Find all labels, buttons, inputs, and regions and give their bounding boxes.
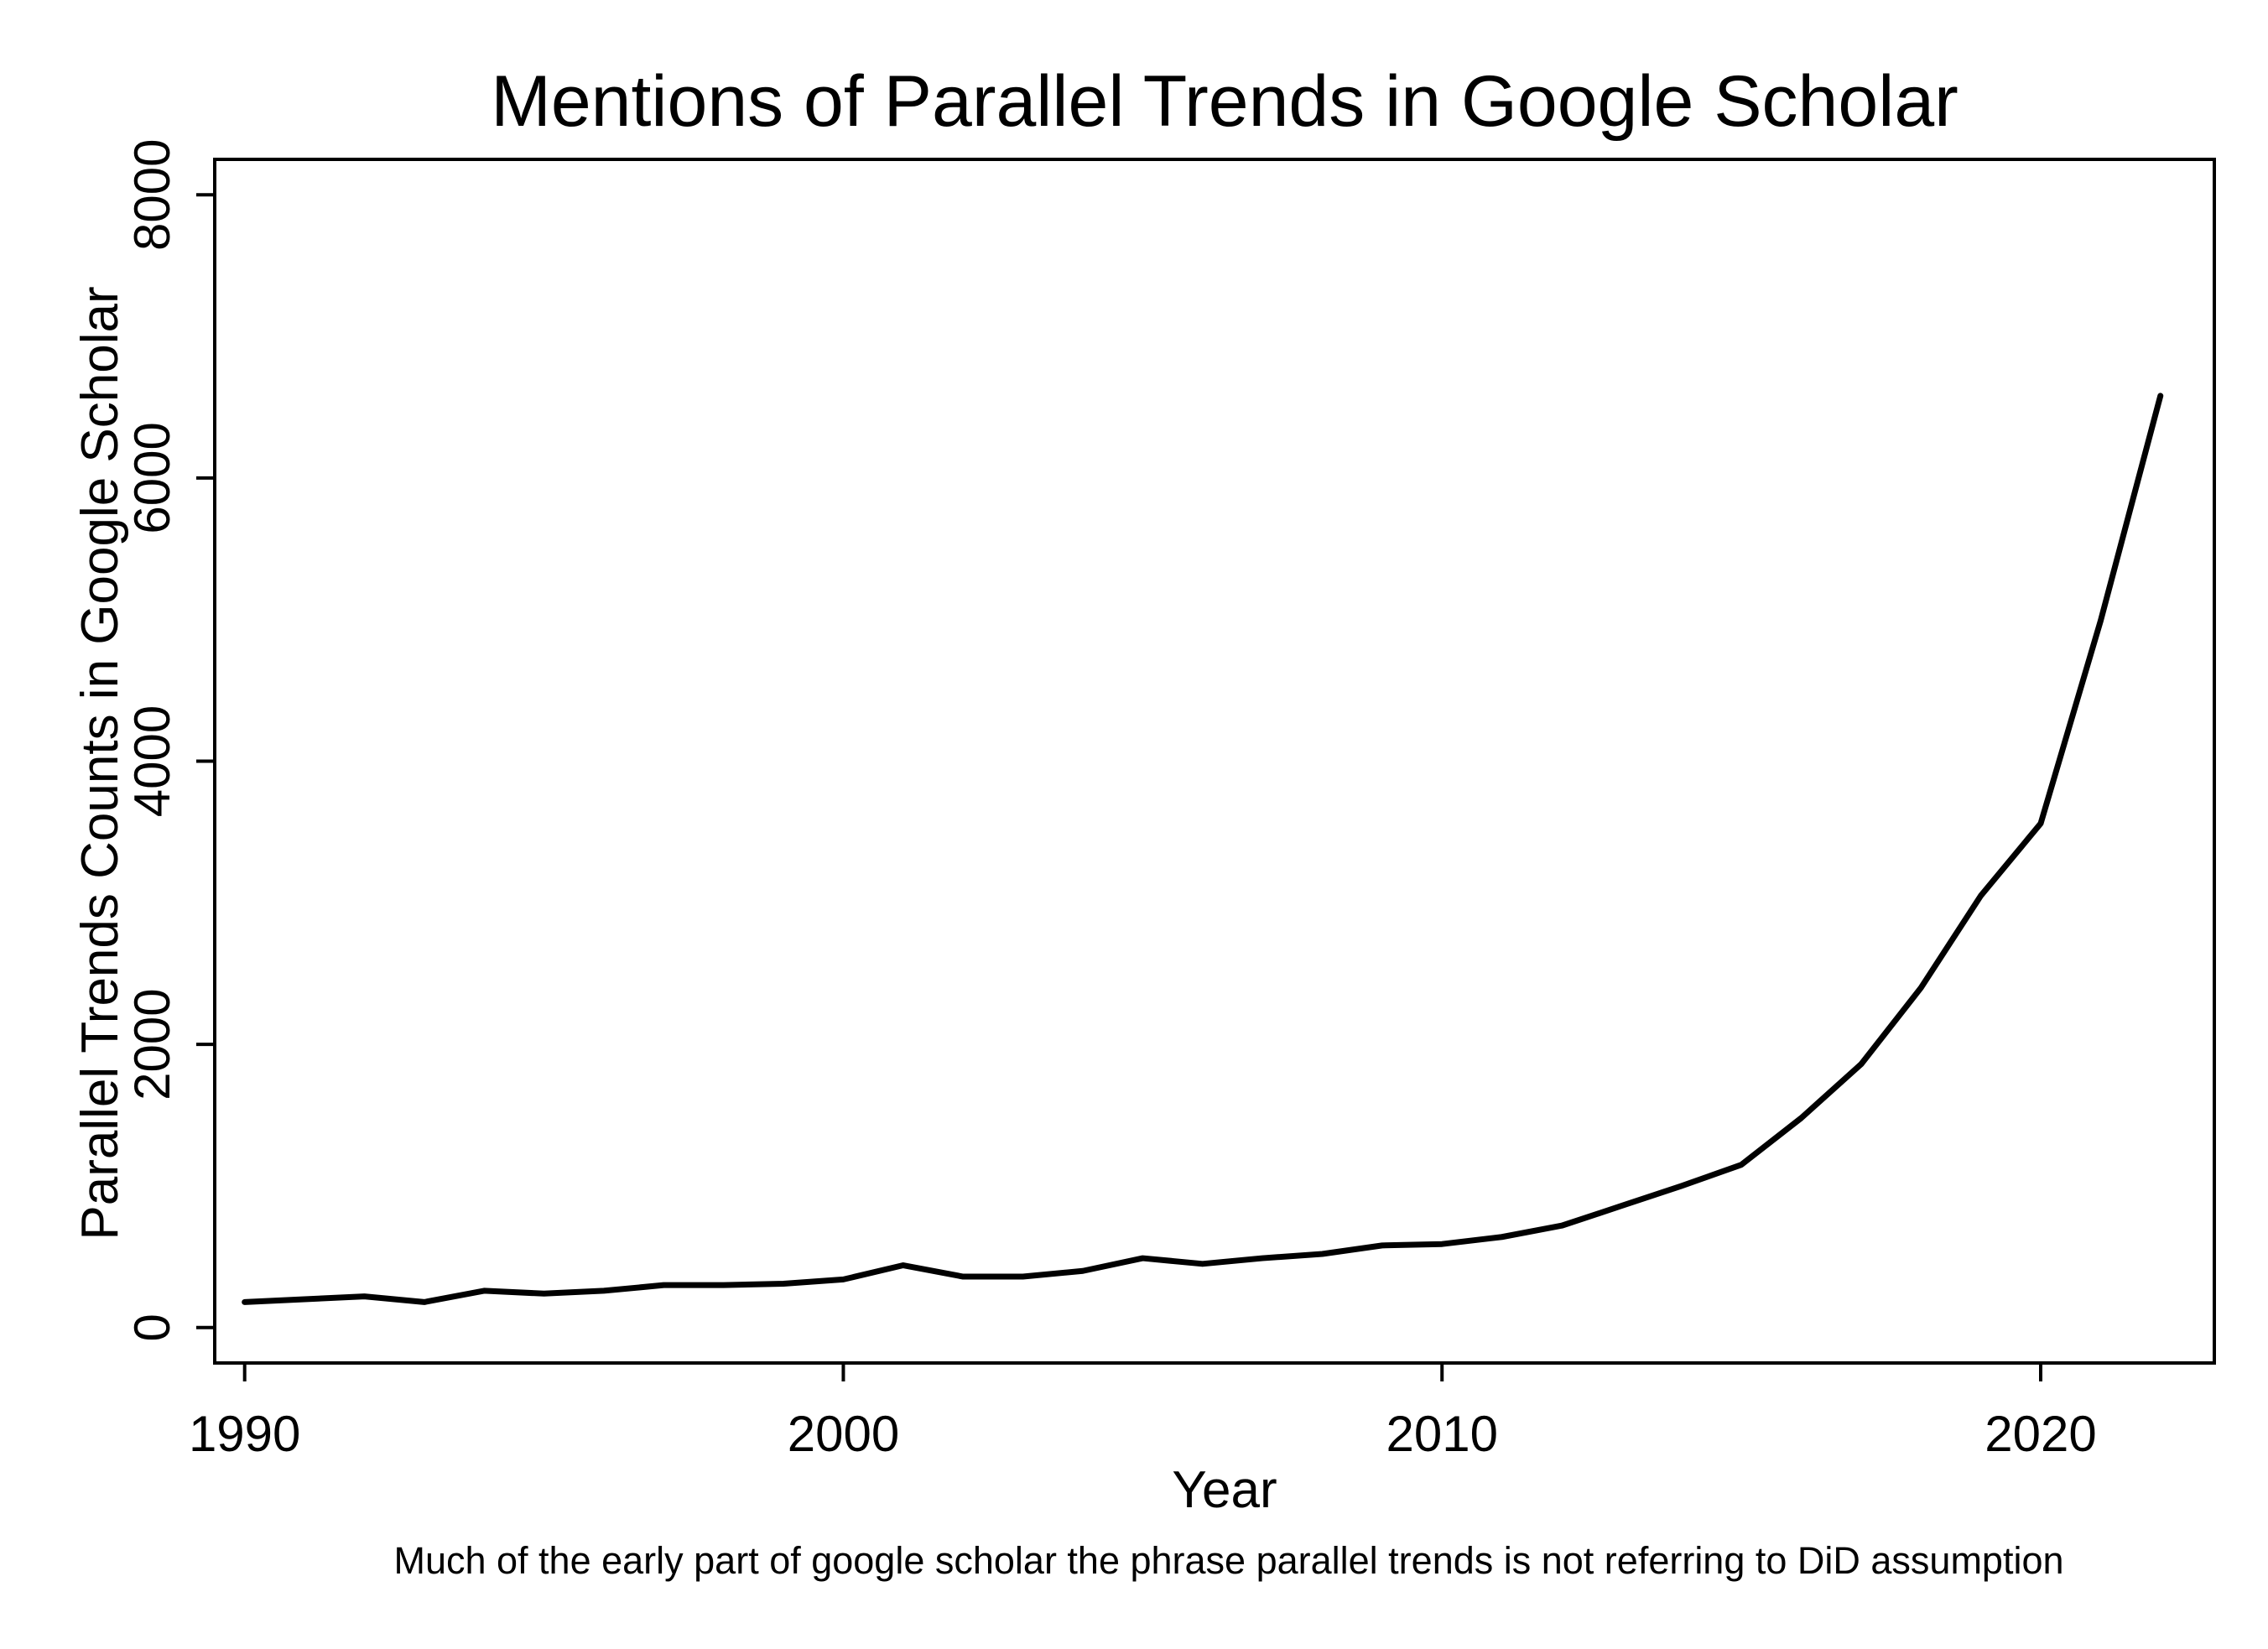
plot-area: 1990 2000 2010 2020 0 2000 4000 6000 8000	[124, 138, 2216, 1462]
y-axis-title: Parallel Trends Counts in Google Scholar	[71, 286, 129, 1240]
y-tick-label: 4000	[124, 705, 180, 817]
x-axis-title: Year	[1172, 1461, 1277, 1519]
x-tick-label: 2020	[1984, 1406, 2096, 1462]
x-tick-label: 1990	[189, 1406, 300, 1462]
y-tick-label: 0	[124, 1313, 180, 1341]
chart-title: Mentions of Parallel Trends in Google Sc…	[491, 61, 1958, 142]
chart-note: Much of the early part of google scholar…	[393, 1539, 2063, 1582]
x-tick-label: 2000	[788, 1406, 899, 1462]
x-tick-label: 2010	[1386, 1406, 1497, 1462]
y-tick-label: 6000	[124, 422, 180, 533]
y-tick-label: 2000	[124, 988, 180, 1100]
series-line	[242, 393, 2164, 1305]
y-tick-label: 8000	[124, 138, 180, 250]
